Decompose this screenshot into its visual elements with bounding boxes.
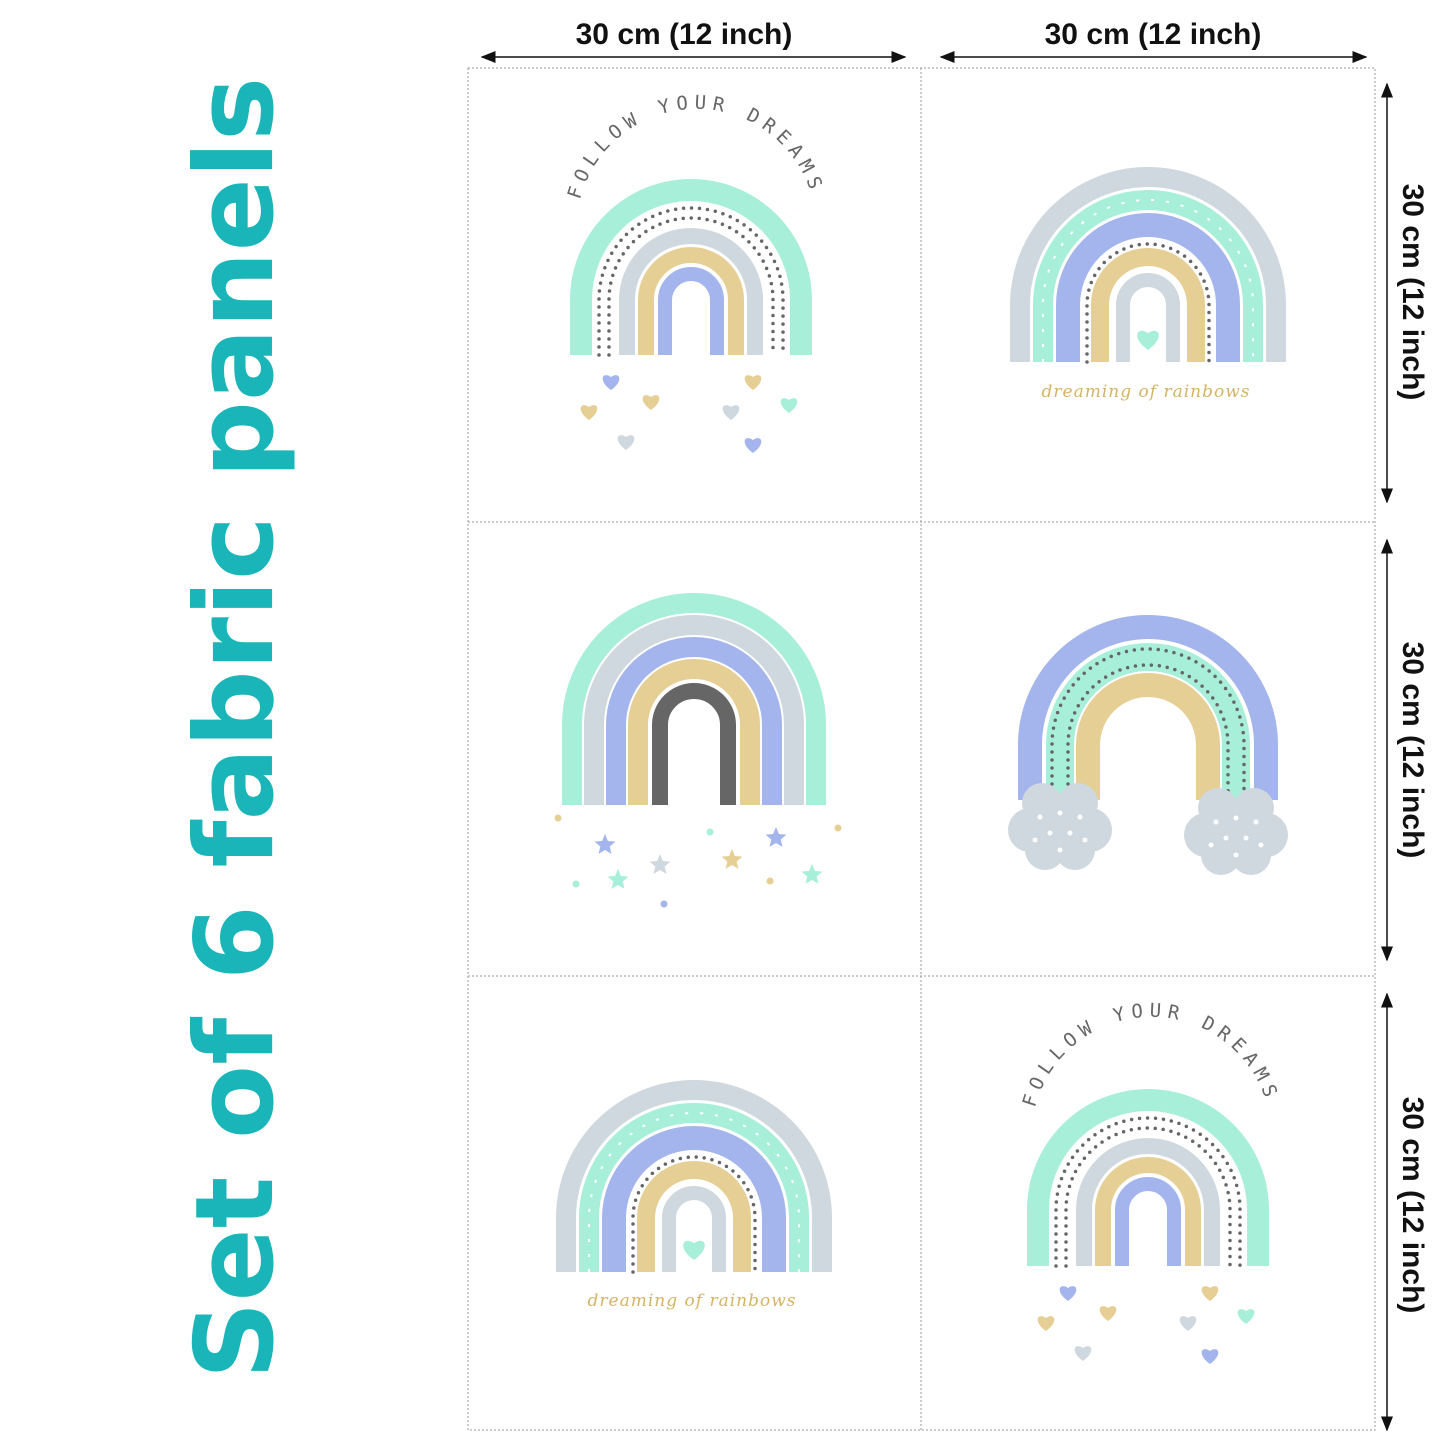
rainbow-band: [628, 659, 760, 805]
dot: [1253, 819, 1259, 825]
heart: [1037, 1316, 1055, 1331]
rainbow-band: [607, 216, 775, 357]
star: [649, 854, 671, 874]
heart: [1074, 1346, 1092, 1361]
dot: [1077, 814, 1083, 820]
dot: [706, 828, 714, 836]
rainbow-band: [1064, 1126, 1232, 1268]
dot: [1223, 835, 1229, 841]
heart: [683, 1240, 705, 1260]
cloud: [1058, 783, 1098, 823]
rainbow-band: [1076, 1138, 1220, 1266]
dimension-arrows: [480, 51, 1393, 1432]
rainbow-band: [1054, 1116, 1242, 1268]
heart: [1179, 1316, 1197, 1331]
heart: [1099, 1306, 1117, 1321]
star: [801, 864, 823, 884]
width-label: 30 cm (12 inch): [1045, 18, 1262, 51]
panel-grid: [467, 67, 1376, 1431]
heart: [744, 438, 762, 453]
rainbow-band: [606, 637, 782, 805]
heart: [642, 395, 660, 410]
rainbow-band: [662, 1186, 726, 1272]
dot: [1213, 819, 1219, 825]
heart: [602, 375, 620, 390]
height-label: 30 cm (12 inch): [1396, 642, 1429, 859]
heart: [617, 435, 635, 450]
rainbow-band: [1056, 213, 1240, 362]
rainbow-band: [1095, 1157, 1201, 1266]
dot: [1233, 815, 1239, 821]
rainbow-band: [1046, 643, 1250, 800]
rainbow-band: [1076, 673, 1220, 800]
dot: [766, 877, 774, 885]
dot: [1258, 842, 1264, 848]
rainbow-band: [579, 1103, 809, 1272]
heart: [1201, 1286, 1219, 1301]
dot: [1067, 830, 1073, 836]
rainbow-band: [637, 1161, 751, 1272]
rainbow-band: [602, 1126, 786, 1272]
height-label: 30 cm (12 inch): [1396, 184, 1429, 401]
rainbow-band: [570, 179, 812, 355]
star: [765, 827, 787, 847]
rainbow-band: [1033, 190, 1263, 362]
cloud: [1234, 788, 1274, 828]
rainbow-band: [584, 615, 804, 805]
height-label: 30 cm (12 inch): [1396, 1097, 1429, 1314]
cloud: [1022, 783, 1062, 823]
heart: [1059, 1286, 1077, 1301]
star: [721, 849, 743, 869]
heart: [580, 405, 598, 420]
rainbow-band: [658, 267, 724, 355]
heart: [722, 405, 740, 420]
dot: [1243, 835, 1249, 841]
rainbow-band: [638, 247, 744, 355]
rainbow-band: [619, 228, 763, 355]
rainbow-band: [1050, 647, 1246, 802]
dot: [554, 814, 562, 822]
rainbow-band: [1027, 1089, 1269, 1266]
heart: [1237, 1309, 1255, 1324]
rainbow-band: [1066, 663, 1230, 802]
rainbow-band: [1091, 248, 1205, 362]
heart: [744, 375, 762, 390]
dot: [1057, 847, 1063, 853]
width-label: 30 cm (12 inch): [576, 18, 793, 51]
dot: [1037, 814, 1043, 820]
rainbow-band: [1116, 273, 1180, 362]
rainbow-band: [652, 683, 736, 805]
rainbow-band: [562, 593, 826, 805]
dot: [1082, 837, 1088, 843]
caption: dreaming of rainbows: [588, 1291, 797, 1311]
dot: [1233, 852, 1239, 858]
rainbow-band: [1018, 615, 1278, 800]
rainbow-band: [1010, 167, 1286, 362]
dot: [834, 824, 842, 832]
dot: [572, 880, 580, 888]
rainbow-band: [556, 1080, 832, 1272]
dot: [1208, 842, 1214, 848]
rainbow-band: [1115, 1177, 1181, 1266]
star: [594, 834, 616, 854]
title: Set of 6 fabric panels: [173, 77, 298, 1380]
dot: [1057, 810, 1063, 816]
caption: dreaming of rainbows: [1042, 382, 1251, 402]
star: [607, 869, 629, 889]
cloud: [1198, 788, 1238, 828]
dot: [1032, 837, 1038, 843]
heart: [1201, 1349, 1219, 1364]
rainbow-band: [1085, 242, 1211, 364]
rainbow-band: [597, 206, 785, 357]
heart: [780, 398, 798, 413]
heart: [1137, 330, 1159, 350]
dot: [660, 900, 668, 908]
dot: [1047, 830, 1053, 836]
